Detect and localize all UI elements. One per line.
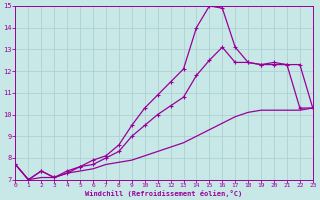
X-axis label: Windchill (Refroidissement éolien,°C): Windchill (Refroidissement éolien,°C) — [85, 190, 243, 197]
